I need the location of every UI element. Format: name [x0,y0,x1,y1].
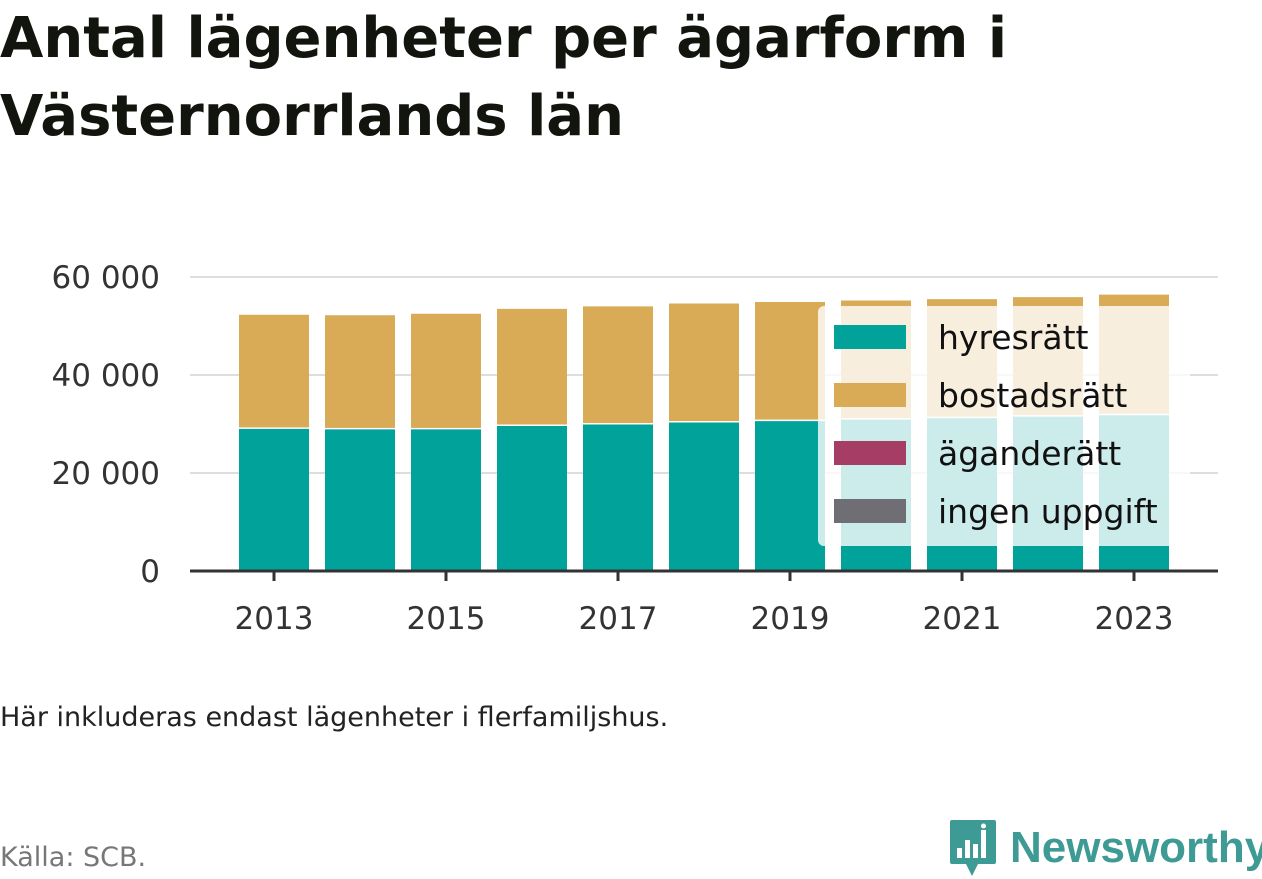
legend-swatch [834,499,906,523]
x-tick-label: 2021 [923,601,1002,637]
legend-swatch [834,441,906,465]
legend-swatch [834,383,906,407]
legend-label: äganderätt [938,434,1121,473]
y-tick-label: 20 000 [52,456,160,492]
legend: hyresrätt bostadsrätt äganderätt ingen uppg… [818,306,1190,546]
brand-logo: Newsworthy [948,818,1262,878]
bar-segment [755,419,825,571]
x-tick-label: 2023 [1095,601,1174,637]
x-tick-label: 2019 [751,601,830,637]
y-tick-label: 60 000 [52,260,160,296]
bar-segment [497,307,567,425]
bar-segment [583,423,653,571]
stacked-bar-chart: 0 20 000 40 000 60 000 2013 2015 2017 2019 2021 2… [52,260,1218,637]
x-tick-label: 2017 [579,601,658,637]
legend-label: bostadsrätt [938,376,1127,415]
brand-name: Newsworthy [1010,823,1262,872]
bar-segment [325,313,395,428]
x-tick-label: 2015 [407,601,486,637]
legend-swatch [834,325,906,349]
bar-segment [411,312,481,428]
bar-segment [239,313,309,428]
bar-segment [669,421,739,571]
bar-segment [411,427,481,571]
bar-segment [583,304,653,424]
bar-segment [755,300,825,420]
source-text: Källa: SCB. [0,842,147,873]
bar-segment [497,424,567,571]
legend-label: ingen uppgift [938,492,1158,531]
bar-segment [239,427,309,571]
bar-segment [325,427,395,571]
bar-segment [669,301,739,422]
legend-box [818,306,1190,546]
legend-label: hyresrätt [938,318,1089,357]
chart-title: Antal lägenheter per ägarform i Västerno… [0,6,1008,149]
axes: 0 20 000 40 000 60 000 2013 2015 2017 2019 2021 2… [52,260,1218,637]
bar-chart-speech-bubble-icon [950,820,996,876]
x-tick-label: 2013 [235,601,314,637]
chart-note: Här inkluderas endast lägenheter i flerf… [0,702,669,733]
y-tick-label: 40 000 [52,358,160,394]
y-tick-label: 0 [140,554,160,590]
